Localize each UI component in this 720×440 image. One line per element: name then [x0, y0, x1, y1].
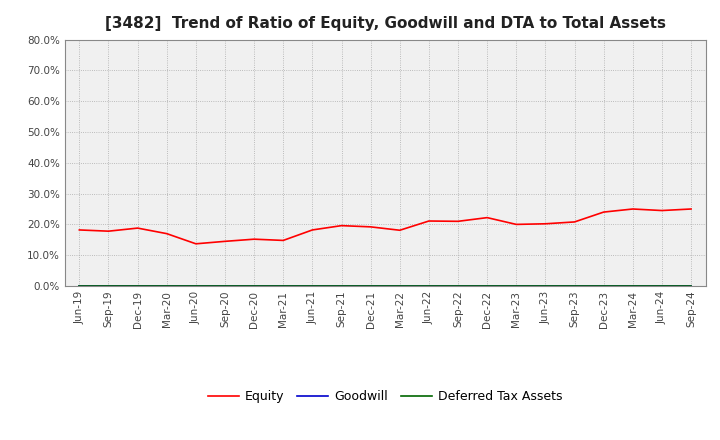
Goodwill	[192, 283, 200, 289]
Equity	[163, 231, 171, 236]
Goodwill	[657, 283, 666, 289]
Equity	[541, 221, 550, 227]
Deferred Tax Assets	[599, 283, 608, 289]
Goodwill	[454, 283, 462, 289]
Equity	[629, 206, 637, 212]
Equity	[192, 241, 200, 246]
Deferred Tax Assets	[279, 283, 287, 289]
Goodwill	[133, 283, 142, 289]
Goodwill	[629, 283, 637, 289]
Deferred Tax Assets	[570, 283, 579, 289]
Goodwill	[512, 283, 521, 289]
Deferred Tax Assets	[657, 283, 666, 289]
Goodwill	[425, 283, 433, 289]
Deferred Tax Assets	[512, 283, 521, 289]
Equity	[454, 219, 462, 224]
Equity	[366, 224, 375, 230]
Goodwill	[163, 283, 171, 289]
Deferred Tax Assets	[541, 283, 550, 289]
Deferred Tax Assets	[192, 283, 200, 289]
Equity	[425, 218, 433, 224]
Deferred Tax Assets	[308, 283, 317, 289]
Legend: Equity, Goodwill, Deferred Tax Assets: Equity, Goodwill, Deferred Tax Assets	[202, 385, 568, 408]
Equity	[104, 228, 113, 234]
Goodwill	[75, 283, 84, 289]
Deferred Tax Assets	[395, 283, 404, 289]
Line: Equity: Equity	[79, 209, 691, 244]
Deferred Tax Assets	[687, 283, 696, 289]
Deferred Tax Assets	[483, 283, 492, 289]
Deferred Tax Assets	[454, 283, 462, 289]
Title: [3482]  Trend of Ratio of Equity, Goodwill and DTA to Total Assets: [3482] Trend of Ratio of Equity, Goodwil…	[104, 16, 666, 32]
Goodwill	[570, 283, 579, 289]
Deferred Tax Assets	[75, 283, 84, 289]
Goodwill	[541, 283, 550, 289]
Goodwill	[366, 283, 375, 289]
Equity	[599, 209, 608, 215]
Equity	[337, 223, 346, 228]
Equity	[483, 215, 492, 220]
Equity	[250, 237, 258, 242]
Goodwill	[220, 283, 229, 289]
Equity	[657, 208, 666, 213]
Goodwill	[104, 283, 113, 289]
Goodwill	[337, 283, 346, 289]
Equity	[220, 238, 229, 244]
Deferred Tax Assets	[220, 283, 229, 289]
Deferred Tax Assets	[337, 283, 346, 289]
Equity	[570, 219, 579, 224]
Goodwill	[687, 283, 696, 289]
Deferred Tax Assets	[629, 283, 637, 289]
Deferred Tax Assets	[250, 283, 258, 289]
Deferred Tax Assets	[425, 283, 433, 289]
Goodwill	[308, 283, 317, 289]
Equity	[687, 206, 696, 212]
Equity	[308, 227, 317, 233]
Equity	[279, 238, 287, 243]
Deferred Tax Assets	[366, 283, 375, 289]
Goodwill	[279, 283, 287, 289]
Goodwill	[250, 283, 258, 289]
Equity	[75, 227, 84, 233]
Goodwill	[395, 283, 404, 289]
Deferred Tax Assets	[163, 283, 171, 289]
Deferred Tax Assets	[104, 283, 113, 289]
Goodwill	[483, 283, 492, 289]
Equity	[395, 227, 404, 233]
Goodwill	[599, 283, 608, 289]
Equity	[512, 222, 521, 227]
Deferred Tax Assets	[133, 283, 142, 289]
Equity	[133, 225, 142, 231]
